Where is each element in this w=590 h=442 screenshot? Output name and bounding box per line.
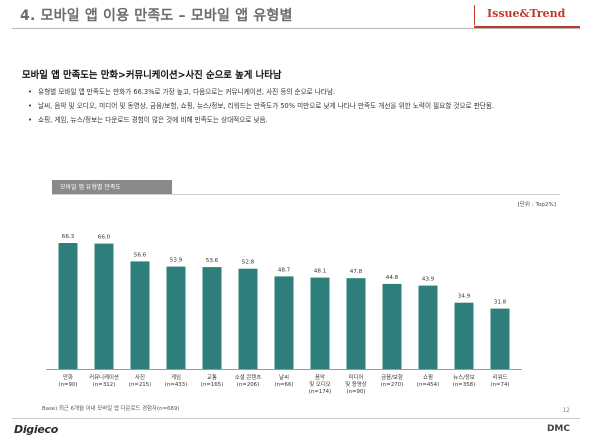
bar [274,276,294,369]
x-tick-label: (n=454) [417,382,439,388]
header-accent-bar [474,26,580,28]
x-tick-label: (n=90) [347,389,366,395]
x-tick-label: 게임 [171,373,181,381]
summary-bullet: 유형별 모바일 앱 만족도는 만화가 66.3%로 가장 높고, 다음으로는 커… [26,87,566,97]
x-tick-label: 뉴스/정보 [453,374,475,381]
x-tick-label: 교통 [207,374,217,381]
x-tick-label: (n=174) [309,389,331,395]
chart-header-divider [52,194,560,195]
bar [58,243,78,369]
x-tick-label: (n=66) [275,382,294,388]
summary-bullet: 날씨, 음악 및 오디오, 미디어 및 동영상, 금융/보험, 쇼핑, 뉴스/정… [26,101,566,111]
bar [454,302,474,369]
x-tick-label: 및 동영상 [345,380,367,388]
chart-unit-label: [단위 : Top2%] [517,202,556,208]
x-tick-label: 사진 [135,373,145,381]
bar [310,277,330,369]
bar [346,278,366,369]
data-label: 53.6 [206,258,219,264]
data-label: 53.9 [170,258,183,264]
bar [166,266,186,369]
x-tick-label: (n=215) [129,382,151,388]
x-tick-label: (n=312) [93,382,115,388]
header-bar: 4. 모바일 앱 이용 만족도 – 모바일 앱 유형별 Issue&Trend [0,0,590,28]
data-label: 44.8 [386,275,399,281]
x-tick-label: (n=74) [491,382,510,388]
data-label: 52.8 [242,260,255,266]
digieco-logo: Digieco [14,423,58,436]
header-divider [12,28,580,29]
data-label: 56.6 [134,252,147,258]
x-tick-label: 금융/보험 [381,374,403,381]
base-note: Base) 최근 6개월 이내 모바일 앱 다운로드 경험자(n=689) [42,406,180,412]
bar [202,267,222,369]
data-label: 66.3 [62,234,75,240]
data-label: 34.9 [458,294,471,300]
x-tick-label: 소셜 콘텐츠 [235,373,262,381]
x-tick-label: (n=206) [237,382,259,388]
data-label: 48.7 [278,267,291,273]
data-label: 48.1 [314,269,327,275]
x-tick-label: (n=90) [59,382,78,388]
x-tick-label: 음악 [315,373,325,381]
footer-divider [12,418,580,419]
data-label: 31.8 [494,300,507,306]
data-label: 66.0 [98,235,111,241]
x-tick-label: (n=270) [381,382,403,388]
issue-trend-badge: Issue&Trend [474,5,581,25]
summary-bullet: 쇼핑, 게임, 뉴스/정보는 다운로드 경험이 많은 것에 비해 만족도는 상대… [26,115,566,125]
x-tick-label: 커뮤니케이션 [89,373,119,381]
bar [490,308,510,369]
x-tick-label: 만화 [63,373,73,381]
x-tick-label: 미디어 [349,373,364,381]
bar [94,243,114,369]
x-tick-label: (n=358) [453,382,475,388]
bar [382,283,402,369]
bar [238,268,258,369]
chart-tab: 모바일 앱 유형별 만족도 [52,180,172,194]
data-label: 47.8 [350,269,363,275]
x-tick-label: 및 오디오 [309,380,331,388]
data-label: 43.9 [422,277,435,283]
summary-headline: 모바일 앱 만족도는 만화>커뮤니케이션>사진 순으로 높게 나타남 [22,70,282,81]
x-tick-label: (n=165) [201,382,223,388]
x-tick-label: 날씨 [279,373,289,381]
dmc-logo: DMC [546,424,570,434]
issue-trend-label: Issue&Trend [487,7,566,20]
x-tick-label: 쇼핑 [423,373,433,381]
bar [418,285,438,369]
page-title: 4. 모바일 앱 이용 만족도 – 모바일 앱 유형별 [20,8,293,24]
x-tick-label: (n=433) [165,382,187,388]
page-number: 12 [562,407,570,414]
chart-tab-label: 모바일 앱 유형별 만족도 [60,184,121,191]
bar [130,261,150,369]
summary-bullets: 유형별 모바일 앱 만족도는 만화가 66.3%로 가장 높고, 다음으로는 커… [26,87,566,129]
x-tick-label: 리워드 [493,373,508,381]
